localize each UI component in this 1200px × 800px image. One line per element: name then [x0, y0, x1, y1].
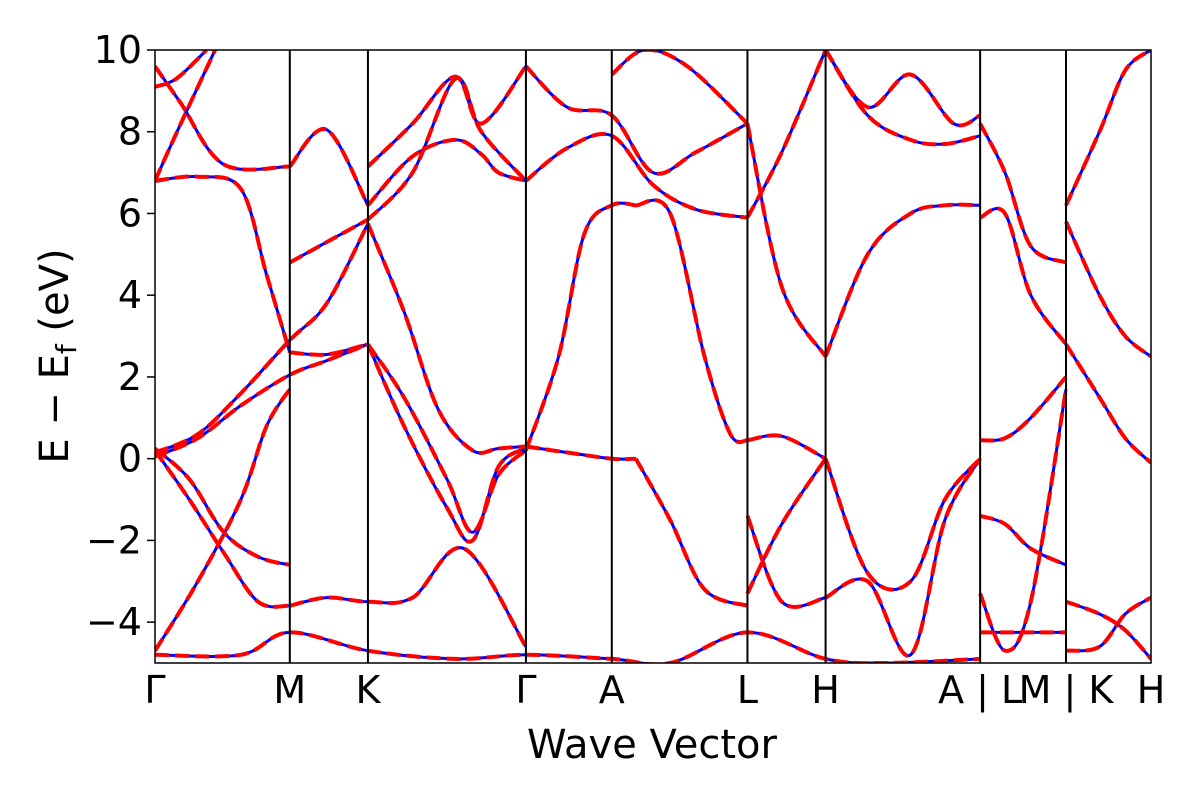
high-symmetry-lines	[288, 50, 1067, 663]
band-29-blue	[745, 123, 827, 358]
band-20-blue	[524, 201, 636, 451]
band-20-red	[524, 201, 637, 452]
y-tick-label-7: 10	[94, 28, 142, 72]
y-axis-label: E − Ef (eV)	[32, 248, 83, 463]
band-47-blue	[155, 630, 981, 663]
band-18-red	[289, 545, 528, 648]
band-6-red	[289, 342, 369, 357]
band-16-red	[366, 76, 528, 222]
band-11-red	[155, 65, 290, 172]
band-34-blue	[824, 50, 981, 146]
band-44-red	[1064, 50, 1151, 207]
band-8-red	[288, 127, 370, 207]
band-31-red	[823, 202, 981, 358]
band-7-red	[288, 217, 369, 265]
band-14-red	[366, 343, 527, 544]
x-tick-label-2: K	[355, 668, 381, 712]
band-4-red	[155, 388, 292, 652]
band-2-red	[155, 449, 291, 609]
x-axis-ticks: Γ M K Γ A L H A | LM | K H	[144, 668, 1165, 713]
y-axis-ticks: −4 −2 0 2 4 6 8 10	[86, 28, 155, 644]
y-axis-label-subscript: f	[50, 343, 83, 354]
y-tick-label-6: 8	[118, 110, 142, 154]
band-32-red	[823, 457, 982, 592]
band-33-blue	[824, 457, 982, 658]
band-30-red	[745, 50, 828, 219]
band-3-red	[155, 446, 291, 567]
band-39-red	[978, 122, 1067, 265]
x-tick-label-7: A | L	[938, 668, 1022, 713]
band-28-blue	[746, 457, 827, 595]
band-13-blue	[366, 223, 526, 455]
band-37-red	[979, 513, 1067, 567]
band-5-blue	[155, 174, 292, 353]
band-26-red	[747, 433, 827, 461]
band-27-blue	[746, 515, 826, 609]
y-tick-label-5: 6	[118, 191, 142, 235]
band-23-red	[524, 132, 748, 220]
band-1-red	[155, 222, 370, 455]
x-axis-label: Wave Vector	[527, 722, 778, 768]
band-46-red	[1065, 595, 1151, 653]
band-43-red	[1064, 220, 1151, 359]
band-35-red	[823, 50, 982, 128]
band-42-red	[1064, 343, 1151, 465]
y-axis-label-prefix: E − E	[32, 354, 78, 464]
plot-frame	[154, 49, 1152, 664]
band-17-blue	[366, 65, 528, 168]
x-tick-label-6: H	[811, 668, 840, 712]
x-tick-label-1: M	[273, 668, 306, 712]
band-18-blue	[289, 546, 528, 648]
band-43-blue	[1064, 220, 1151, 358]
x-tick-label-8: M | K	[1019, 668, 1115, 713]
band-33-red	[824, 457, 982, 658]
x-tick-label-4: A	[599, 668, 625, 712]
x-tick-label-5: L	[737, 668, 758, 712]
y-tick-label-0: −4	[86, 600, 142, 644]
band-25-blue	[610, 50, 749, 125]
band-12-red	[366, 343, 528, 535]
band-19-blue	[525, 444, 636, 461]
band-29-red	[745, 123, 828, 358]
band-14-blue	[366, 343, 527, 544]
band-24-red	[524, 64, 749, 176]
band-21-blue	[635, 198, 748, 444]
band-lines-red	[155, 50, 1151, 663]
band-25-red	[610, 50, 749, 126]
x-tick-label-0: Γ	[144, 668, 165, 712]
band-10-red	[155, 50, 208, 89]
band-9-red	[155, 50, 217, 182]
band-47-red	[155, 630, 981, 663]
band-19-red	[525, 444, 636, 462]
band-13-red	[366, 222, 527, 456]
band-21-red	[635, 198, 749, 445]
band-36-red	[979, 375, 1068, 443]
band-27-red	[745, 515, 827, 609]
band-8-blue	[288, 127, 370, 207]
band-22-red	[634, 457, 749, 608]
band-15-red	[366, 137, 527, 207]
y-tick-label-1: −2	[86, 518, 142, 562]
band-36-blue	[979, 375, 1068, 443]
band-31-blue	[824, 203, 981, 358]
y-axis-label-suffix: (eV)	[32, 248, 78, 344]
band-28-red	[745, 457, 828, 595]
band-45-red	[1065, 599, 1151, 661]
x-tick-label-3: Γ	[515, 668, 536, 712]
band-5-red	[155, 174, 292, 353]
band-4-blue	[155, 388, 292, 652]
x-tick-label-9: H	[1137, 668, 1166, 712]
y-tick-label-3: 2	[118, 355, 142, 399]
y-tick-label-4: 4	[118, 273, 142, 317]
band-38-red	[979, 206, 1068, 346]
band-0-red	[155, 342, 369, 459]
y-tick-label-2: 0	[118, 437, 142, 481]
band-22-blue	[634, 457, 748, 608]
band-34-red	[823, 50, 981, 147]
band-12-blue	[366, 343, 527, 534]
band-24-blue	[524, 65, 749, 176]
band-17-red	[366, 65, 528, 168]
